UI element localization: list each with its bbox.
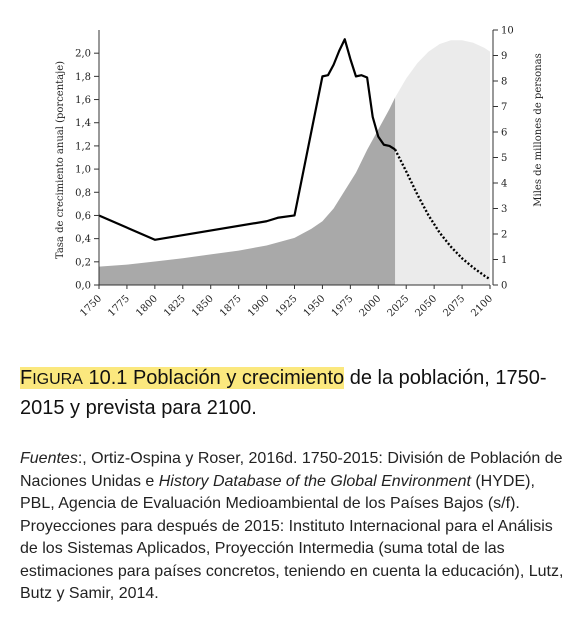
y-left-tick-label-0,0: 0,0 [75, 281, 91, 292]
figure-label-first: F [20, 367, 33, 389]
y-left-tick-label-0,6: 0,6 [75, 211, 91, 222]
sources-text-1: :, Ortiz-Ospina y Roser, 2016d. 1750-201… [20, 450, 563, 490]
figure-title-rest: de la población, 1750-2015 y prevista pa… [20, 367, 547, 419]
sources-text-2: (HYDE), PBL, Agencia de Evaluación Medio… [20, 472, 564, 603]
figure-caption: FIGURA 10.1 Población y crecimiento de l… [20, 364, 560, 423]
x-tick-label-1950: 1950 [302, 293, 328, 319]
y-left-tick-label-1,0: 1,0 [75, 165, 91, 176]
x-tick-label-2100: 2100 [469, 293, 495, 319]
population-areas [99, 40, 490, 286]
figure-sources: Fuentes:, Ortiz-Ospina y Roser, 2016d. 1… [20, 448, 565, 606]
x-tick-label-1750: 1750 [78, 293, 104, 319]
y-left-tick-label-1,4: 1,4 [75, 118, 91, 129]
y-right-tick-label-5: 5 [501, 153, 507, 164]
population-growth-chart: 1750 1775 1800 1825 1850 1875 1900 1925 1950 1975… [55, 26, 544, 320]
sources-italic-title: History Database of the Global Environme… [158, 472, 471, 490]
y-left-tick-label-1,2: 1,2 [75, 141, 91, 152]
x-tick-label-2025: 2025 [386, 293, 412, 319]
x-tick-label-2000: 2000 [358, 293, 384, 319]
y-right-tick-label-8: 8 [501, 77, 507, 88]
y-right-tick-label-7: 7 [501, 102, 507, 113]
y-right-tick-label-9: 9 [501, 51, 507, 62]
x-tick-label-1975: 1975 [330, 293, 356, 319]
x-tick-label-1875: 1875 [218, 293, 244, 319]
sources-label: Fuentes [20, 450, 78, 467]
y-right-tick-label-0: 0 [501, 281, 507, 292]
y-left-tick-label-0,4: 0,4 [75, 234, 91, 245]
y-right-tick-label-10: 10 [501, 26, 514, 37]
x-tick-label-1800: 1800 [134, 293, 160, 319]
x-tick-label-1775: 1775 [106, 293, 132, 319]
y-right-tick-label-3: 3 [501, 204, 507, 215]
x-tick-label-2075: 2075 [441, 293, 467, 319]
x-tick-label-1925: 1925 [274, 293, 300, 319]
y-axis-right-label: Miles de millones de personas [533, 53, 544, 206]
growth-rate-lines [98, 38, 491, 281]
y-left-tick-label-1,8: 1,8 [75, 72, 91, 83]
y-right-tick-label-2: 2 [501, 230, 507, 241]
growth-rate-historic-line [98, 38, 396, 241]
y-left-tick-label-0,2: 0,2 [75, 257, 91, 268]
figure-number: 10.1 [88, 367, 128, 389]
x-tick-label-1900: 1900 [246, 293, 272, 319]
y-left-tick-label-1,6: 1,6 [75, 95, 91, 106]
y-right-tick-label-1: 1 [501, 255, 507, 266]
y-left-tick-label-0,8: 0,8 [75, 188, 91, 199]
y-right-tick-label-6: 6 [501, 128, 507, 139]
figure-title-highlight: Población y crecimiento [132, 367, 345, 389]
y-right-tick-label-4: 4 [501, 179, 507, 190]
growth-rate-projected-line [393, 148, 491, 281]
y-axis-left-label: Tasa de crecimiento anual (porcentaje) [55, 61, 66, 259]
population-historic-area [99, 97, 396, 285]
population-projected-area [395, 40, 490, 286]
figure-label: IGURA [32, 371, 83, 388]
x-tick-label-1850: 1850 [190, 293, 216, 319]
x-tick-label-2050: 2050 [413, 293, 439, 319]
x-tick-label-1825: 1825 [162, 293, 188, 319]
caption-highlight: FIGURA 10.1 Población y crecimiento [20, 367, 345, 389]
y-left-tick-label-2,0: 2,0 [75, 49, 91, 60]
